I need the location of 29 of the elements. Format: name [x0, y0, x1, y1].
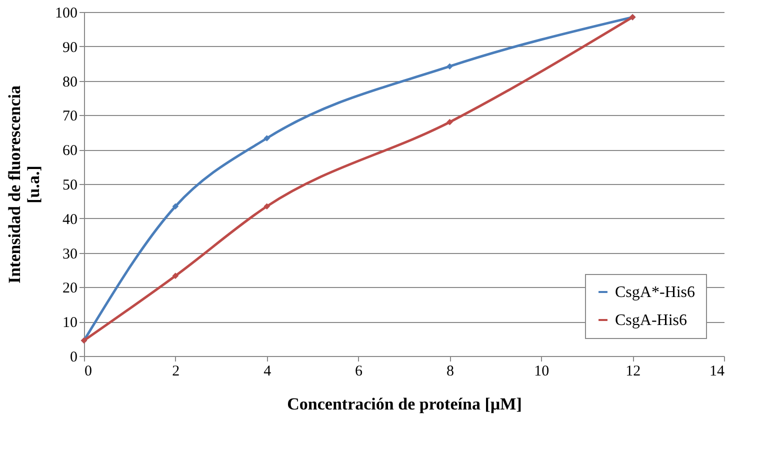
y-tick-label: 80 [62, 74, 78, 90]
point [264, 203, 270, 210]
y-tick-label: 50 [62, 178, 78, 194]
x-tick-label: 12 [626, 364, 641, 380]
y-tick-label: 40 [62, 212, 78, 228]
y-tick-label: 70 [62, 108, 78, 125]
x-tick-label: 14 [710, 364, 725, 380]
x-tick-label: 6 [355, 364, 364, 380]
y-tick-label: 10 [62, 315, 78, 332]
point [446, 63, 453, 70]
legend-label: CsgA*-His6 [615, 284, 696, 301]
y-axis-title: Intensidad de fluorescencia [u.a.] [5, 84, 43, 284]
point [446, 118, 453, 126]
x-tick-label: 4 [264, 364, 272, 380]
legend-label: CsgA-His6 [615, 312, 688, 329]
y-tick-label: 90 [62, 40, 78, 56]
y-tick-label: 20 [62, 280, 78, 297]
y-tick-label: 60 [62, 143, 78, 160]
y-tick-label: 100 [55, 6, 78, 22]
y-tick-label: 30 [62, 246, 78, 262]
x-tick-label: 0 [84, 364, 92, 380]
y-tick-label: 0 [70, 350, 78, 366]
point [172, 203, 179, 210]
x-tick-label: 8 [446, 364, 454, 380]
x-tick-label: 10 [534, 364, 550, 380]
x-tick-label: 2 [172, 364, 180, 380]
point [172, 272, 179, 280]
point [264, 135, 270, 142]
x-axis-title: Concentración de proteína [µM] [287, 394, 522, 414]
